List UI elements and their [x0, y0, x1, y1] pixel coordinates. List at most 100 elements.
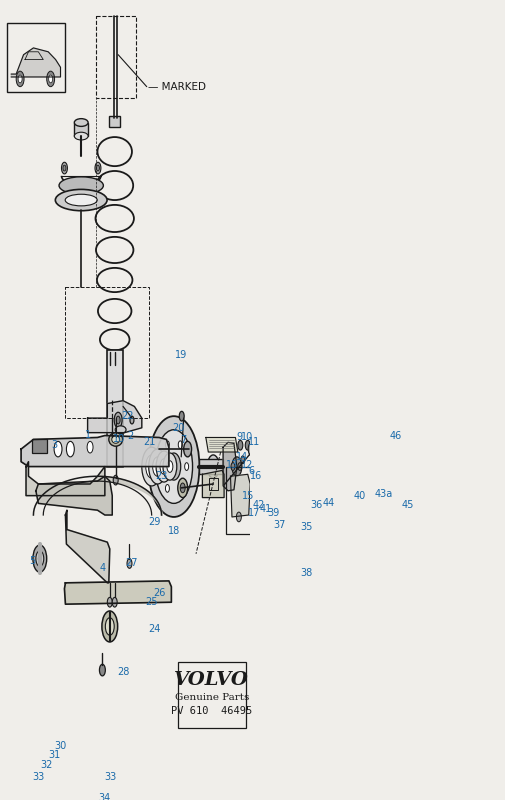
Circle shape	[241, 456, 245, 464]
Circle shape	[163, 453, 177, 480]
Text: 41: 41	[260, 504, 272, 514]
Circle shape	[113, 475, 118, 485]
Ellipse shape	[59, 177, 104, 194]
Text: 13: 13	[226, 460, 238, 470]
Circle shape	[238, 462, 242, 470]
Polygon shape	[36, 476, 112, 515]
Text: 39: 39	[268, 508, 280, 518]
Polygon shape	[65, 581, 171, 604]
Text: 23: 23	[156, 471, 168, 482]
Circle shape	[166, 485, 169, 492]
Circle shape	[114, 412, 122, 428]
Text: 34: 34	[99, 793, 111, 800]
Text: 46: 46	[389, 430, 401, 441]
Circle shape	[99, 664, 106, 676]
Text: 33: 33	[105, 772, 117, 782]
Text: 14: 14	[236, 452, 248, 462]
Text: 30: 30	[55, 741, 67, 750]
Circle shape	[178, 441, 182, 449]
Text: 33: 33	[33, 772, 45, 782]
Ellipse shape	[112, 435, 120, 443]
Circle shape	[159, 462, 163, 470]
Text: 22: 22	[121, 411, 133, 421]
Circle shape	[180, 483, 185, 493]
Text: 25: 25	[145, 598, 158, 607]
Text: 10: 10	[240, 433, 253, 442]
Text: 24: 24	[148, 624, 160, 634]
Bar	[74, 122, 88, 136]
Text: 18: 18	[168, 526, 180, 535]
Bar	[199, 459, 223, 474]
Circle shape	[108, 598, 112, 607]
Circle shape	[146, 455, 158, 478]
Polygon shape	[87, 401, 142, 433]
Text: 11: 11	[247, 438, 260, 447]
Circle shape	[106, 618, 114, 635]
Text: 36: 36	[311, 500, 323, 510]
Polygon shape	[203, 470, 224, 498]
Text: 5: 5	[29, 555, 35, 566]
Text: — MARKED: — MARKED	[148, 82, 206, 92]
Circle shape	[48, 75, 53, 82]
Circle shape	[148, 449, 167, 484]
Text: VOLVO: VOLVO	[174, 670, 249, 689]
Bar	[178, 662, 246, 728]
Text: 2: 2	[127, 430, 134, 441]
Circle shape	[178, 485, 182, 492]
Circle shape	[167, 461, 173, 472]
Text: 45: 45	[401, 500, 414, 510]
Text: 15: 15	[241, 490, 254, 501]
Bar	[32, 439, 47, 453]
Circle shape	[54, 442, 62, 457]
Circle shape	[166, 441, 169, 449]
Text: 19: 19	[175, 350, 187, 360]
Polygon shape	[26, 462, 105, 496]
Text: 1: 1	[84, 430, 91, 439]
Circle shape	[47, 71, 55, 86]
Text: 16: 16	[249, 471, 262, 482]
Circle shape	[248, 442, 255, 456]
Circle shape	[160, 459, 168, 474]
Bar	[66, 287, 149, 418]
Circle shape	[231, 462, 235, 470]
Text: 3: 3	[51, 440, 57, 450]
Text: Genuine Parts: Genuine Parts	[175, 693, 249, 702]
Text: 29: 29	[148, 517, 160, 526]
Polygon shape	[11, 48, 61, 77]
Circle shape	[36, 551, 44, 566]
Ellipse shape	[56, 190, 107, 210]
Polygon shape	[66, 510, 110, 583]
Text: 26: 26	[153, 587, 165, 598]
Text: 42: 42	[253, 500, 265, 510]
Bar	[7, 22, 66, 93]
Text: 28: 28	[117, 667, 130, 677]
Circle shape	[155, 430, 192, 503]
Text: 12: 12	[240, 460, 253, 470]
Circle shape	[236, 512, 241, 522]
Text: 9: 9	[236, 433, 242, 442]
Circle shape	[116, 416, 120, 424]
Polygon shape	[206, 438, 238, 452]
Ellipse shape	[115, 426, 126, 434]
Ellipse shape	[74, 118, 88, 126]
Bar	[109, 116, 120, 127]
Text: 44: 44	[323, 498, 335, 508]
Circle shape	[167, 453, 181, 480]
Circle shape	[127, 558, 132, 568]
Circle shape	[179, 411, 184, 421]
Ellipse shape	[74, 132, 88, 140]
Text: 7: 7	[181, 435, 187, 446]
Circle shape	[96, 165, 99, 171]
Text: 38: 38	[301, 568, 313, 578]
Circle shape	[33, 545, 47, 572]
Circle shape	[38, 556, 41, 562]
Text: 40: 40	[354, 490, 366, 501]
Text: 6: 6	[248, 466, 255, 477]
Circle shape	[184, 442, 191, 457]
Circle shape	[178, 478, 188, 498]
Circle shape	[245, 440, 250, 450]
Bar	[96, 16, 136, 98]
Circle shape	[112, 598, 117, 607]
Text: 35: 35	[300, 522, 313, 532]
Text: 27: 27	[126, 558, 138, 569]
